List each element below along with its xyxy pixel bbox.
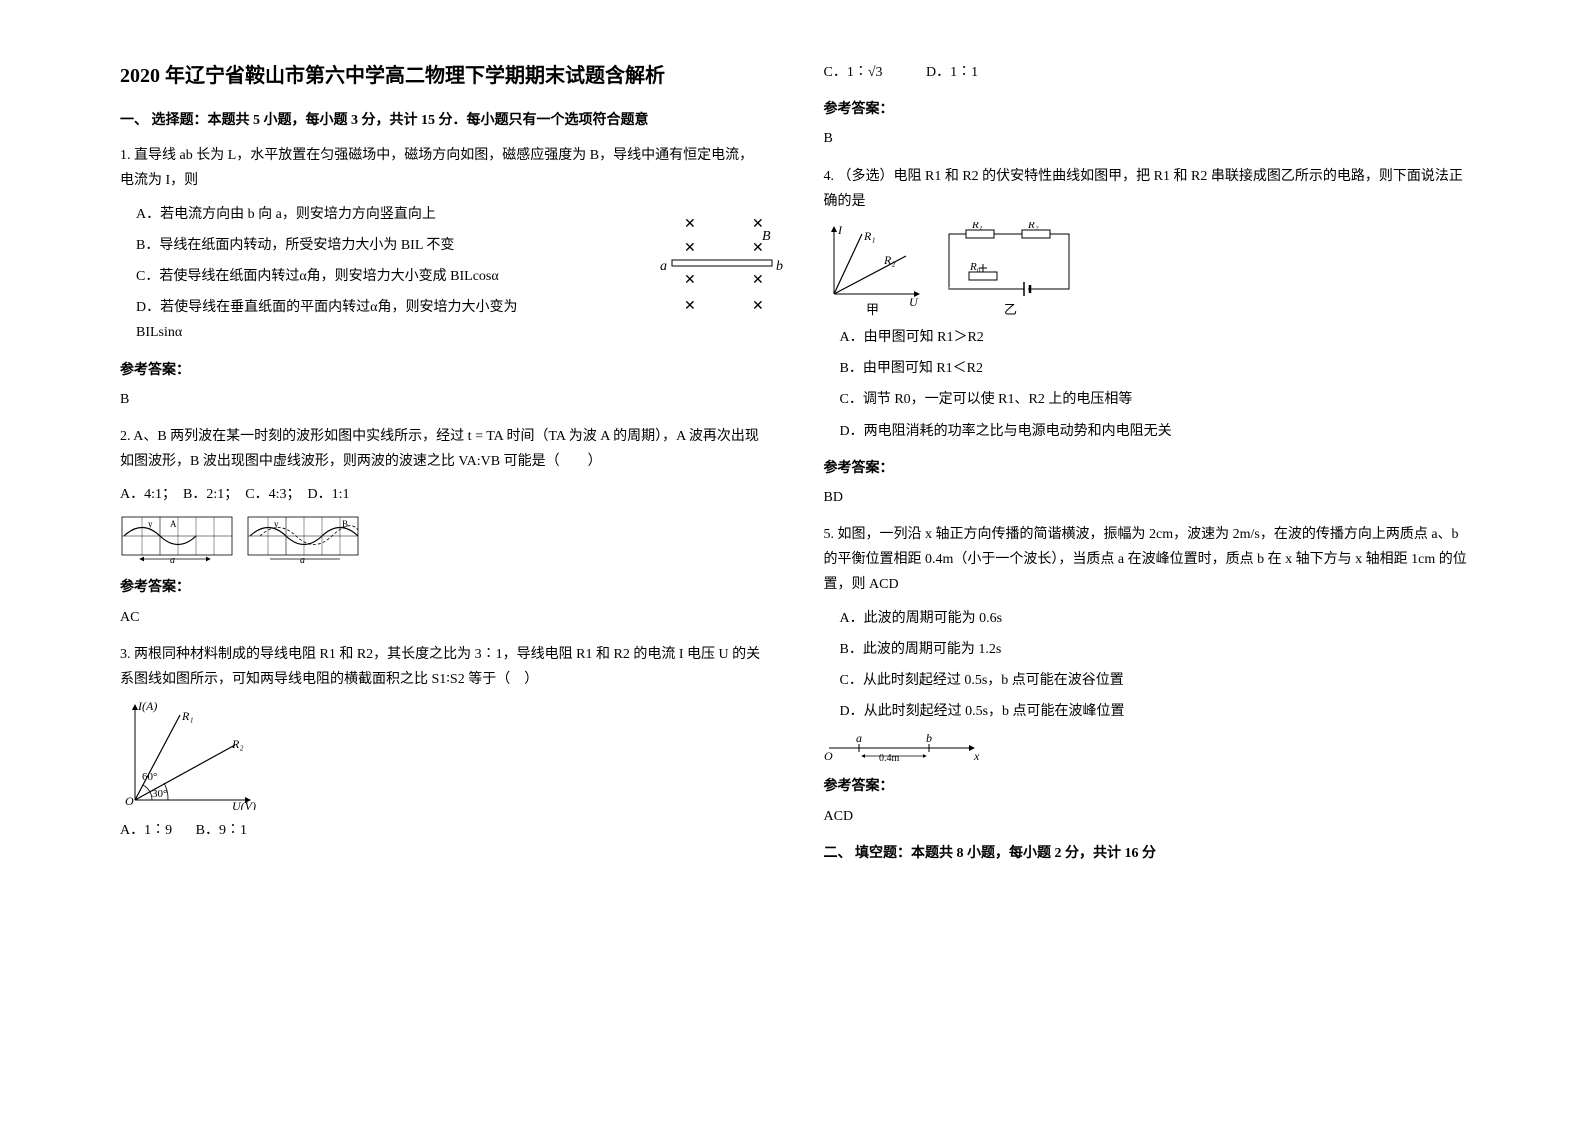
- section1-header: 一、 选择题：本题共 5 小题，每小题 3 分，共计 15 分．每小题只有一个选…: [120, 108, 764, 133]
- question-2: 2. A、B 两列波在某一时刻的波形如图中实线所示，经过 t = TA 时间（T…: [120, 424, 764, 564]
- svg-text:y: y: [148, 519, 153, 529]
- q2-svg: y A a y B a: [120, 515, 360, 563]
- q5-option-a: A．此波的周期可能为 0.6s: [824, 606, 1468, 631]
- q3-options-cd: C．1∶√3 D．1∶1: [824, 60, 1468, 85]
- q1-stem: 1. 直导线 ab 长为 L，水平放置在匀强磁场中，磁场方向如图，磁感应强度为 …: [120, 143, 764, 193]
- page-title: 2020 年辽宁省鞍山市第六中学高二物理下学期期末试题含解析: [120, 60, 764, 92]
- svg-text:R₁: R₁: [971, 222, 983, 231]
- q4-option-c: C．调节 R0，一定可以使 R1、R2 上的电压相等: [824, 387, 1468, 412]
- q4-option-b: B．由甲图可知 R1＜R2: [824, 356, 1468, 381]
- svg-text:a: a: [170, 555, 175, 563]
- svg-text:R₂: R₂: [883, 253, 896, 267]
- q3-stem: 3. 两根同种材料制成的导线电阻 R1 和 R2，其长度之比为 3∶1，导线电阻…: [120, 642, 764, 692]
- q4-answer-label: 参考答案：: [824, 456, 1468, 481]
- svg-text:I: I: [837, 223, 843, 237]
- svg-text:✕: ✕: [684, 217, 696, 232]
- svg-text:U(V): U(V): [232, 799, 256, 810]
- svg-text:a: a: [300, 555, 305, 563]
- q5-answer: ACD: [824, 804, 1468, 829]
- q5-option-d: D．从此时刻起经过 0.5s，b 点可能在波峰位置: [824, 699, 1468, 724]
- q3-option-b: B．9∶1: [196, 823, 247, 838]
- q1-answer: B: [120, 387, 764, 412]
- svg-text:R₁: R₁: [181, 709, 194, 723]
- svg-text:A: A: [170, 519, 177, 529]
- svg-text:乙: 乙: [1004, 302, 1017, 317]
- svg-text:y: y: [274, 519, 279, 529]
- svg-text:✕: ✕: [684, 241, 696, 256]
- q4-option-a: A．由甲图可知 R1＞R2: [824, 325, 1468, 350]
- right-column: C．1∶√3 D．1∶1 参考答案： B 4. （多选）电阻 R1 和 R2 的…: [794, 60, 1488, 1082]
- q5-option-b: B．此波的周期可能为 1.2s: [824, 637, 1468, 662]
- svg-text:30°: 30°: [152, 788, 167, 800]
- question-4: 4. （多选）电阻 R1 和 R2 的伏安特性曲线如图甲，把 R1 和 R2 串…: [824, 164, 1468, 444]
- q1-option-d: D．若使导线在垂直纸面的平面内转过α角，则安培力大小变为 BILsinα: [120, 295, 538, 345]
- q2-answer: AC: [120, 605, 764, 630]
- q1-B-label: B: [762, 229, 771, 244]
- q3-svg: I(A) U(V) O R₁ R₂ 60° 30°: [120, 700, 260, 810]
- svg-text:a: a: [856, 732, 862, 745]
- q5-option-c: C．从此时刻起经过 0.5s，b 点可能在波谷位置: [824, 668, 1468, 693]
- q1-answer-label: 参考答案：: [120, 358, 764, 383]
- q2-stem: 2. A、B 两列波在某一时刻的波形如图中实线所示，经过 t = TA 时间（T…: [120, 424, 764, 474]
- svg-text:✕: ✕: [684, 273, 696, 288]
- q3-option-a: A．1∶9: [120, 823, 172, 838]
- svg-text:I(A): I(A): [137, 700, 157, 713]
- q3-diagram: I(A) U(V) O R₁ R₂ 60° 30°: [120, 700, 764, 810]
- q1-option-c: C．若使导线在纸面内转过α角，则安培力大小变成 BILcosα: [120, 264, 538, 289]
- svg-text:R₂: R₂: [1027, 222, 1039, 231]
- q4-svg: I U R₁ R₂ 甲 R₁ R₂ R₀: [824, 222, 1084, 317]
- q4-stem: 4. （多选）电阻 R1 和 R2 的伏安特性曲线如图甲，把 R1 和 R2 串…: [824, 164, 1468, 214]
- svg-text:0.4m: 0.4m: [879, 753, 900, 762]
- question-5: 5. 如图，一列沿 x 轴正方向传播的简谐横波，振幅为 2cm，波速为 2m/s…: [824, 522, 1468, 762]
- svg-text:O: O: [824, 749, 833, 762]
- svg-text:O: O: [125, 794, 134, 808]
- section2-header: 二、 填空题：本题共 8 小题，每小题 2 分，共计 16 分: [824, 841, 1468, 866]
- q3-option-d: D．1∶1: [926, 65, 978, 80]
- svg-text:✕: ✕: [752, 273, 764, 288]
- q3-option-c: C．1∶√3: [824, 65, 903, 80]
- q3-options-ab: A．1∶9 B．9∶1: [120, 818, 764, 843]
- q5-svg: O x a b 0.4m: [824, 732, 984, 762]
- question-3: 3. 两根同种材料制成的导线电阻 R1 和 R2，其长度之比为 3∶1，导线电阻…: [120, 642, 764, 844]
- svg-text:R₁: R₁: [863, 229, 876, 243]
- q2-options: A．4:1； B．2:1； C．4:3； D．1:1: [120, 482, 764, 507]
- question-1: 1. 直导线 ab 长为 L，水平放置在匀强磁场中，磁场方向如图，磁感应强度为 …: [120, 143, 764, 345]
- q1-b-label: b: [776, 259, 783, 274]
- svg-text:U: U: [909, 295, 919, 309]
- q1-diagram: ✕ ✕ ✕ ✕ ✕ ✕ ✕ ✕ B a b: [654, 210, 784, 320]
- q5-stem: 5. 如图，一列沿 x 轴正方向传播的简谐横波，振幅为 2cm，波速为 2m/s…: [824, 522, 1468, 598]
- q1-option-b: B．导线在纸面内转动，所受安培力大小为 BIL 不变: [120, 233, 538, 258]
- q5-answer-label: 参考答案：: [824, 774, 1468, 799]
- svg-text:b: b: [926, 732, 932, 745]
- q4-diagram: I U R₁ R₂ 甲 R₁ R₂ R₀: [824, 222, 1468, 317]
- q4-option-d: D．两电阻消耗的功率之比与电源电动势和内电阻无关: [824, 419, 1468, 444]
- q5-diagram: O x a b 0.4m: [824, 732, 1468, 762]
- svg-text:B: B: [342, 519, 348, 529]
- svg-text:60°: 60°: [142, 771, 157, 783]
- q1-a-label: a: [660, 259, 667, 274]
- svg-text:甲: 甲: [866, 302, 879, 317]
- q2-answer-label: 参考答案：: [120, 575, 764, 600]
- q3-answer-label: 参考答案：: [824, 97, 1468, 122]
- svg-text:R₀: R₀: [969, 261, 981, 273]
- svg-text:R₂: R₂: [231, 737, 244, 751]
- svg-text:✕: ✕: [684, 299, 696, 314]
- q4-answer: BD: [824, 485, 1468, 510]
- q2-diagram: y A a y B a: [120, 515, 764, 563]
- q1-option-a: A．若电流方向由 b 向 a，则安培力方向竖直向上: [120, 202, 538, 227]
- q1-svg: ✕ ✕ ✕ ✕ ✕ ✕ ✕ ✕ B a b: [654, 210, 784, 320]
- q3-answer: B: [824, 126, 1468, 151]
- left-column: 2020 年辽宁省鞍山市第六中学高二物理下学期期末试题含解析 一、 选择题：本题…: [100, 60, 794, 1082]
- svg-text:✕: ✕: [752, 299, 764, 314]
- svg-text:x: x: [973, 749, 980, 762]
